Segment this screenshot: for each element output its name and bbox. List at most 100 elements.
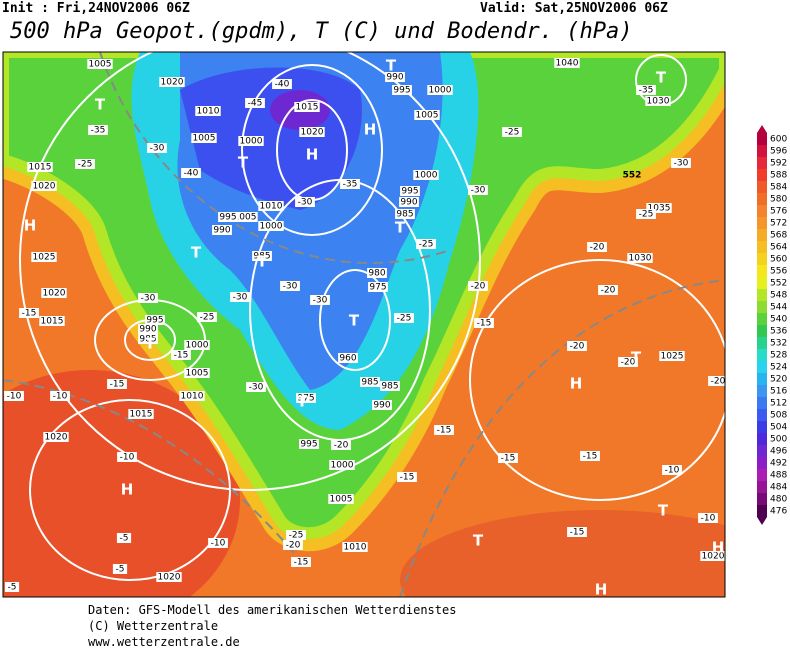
temperature-label-box bbox=[112, 564, 128, 574]
temperature-label-box bbox=[636, 209, 656, 219]
isobar-label: 1015 bbox=[41, 317, 64, 327]
colorbar-swatch bbox=[757, 193, 767, 205]
isobar-label: 1030 bbox=[647, 97, 670, 107]
colorbar-label: 508 bbox=[770, 411, 787, 421]
colorbar-label: 488 bbox=[770, 471, 787, 481]
isobar-label-box bbox=[372, 400, 392, 410]
temperature-label: -45 bbox=[248, 99, 263, 109]
colorbar-label: 560 bbox=[770, 255, 787, 265]
isobar-label: 960 bbox=[339, 354, 356, 364]
colorbar-swatch bbox=[757, 445, 767, 457]
temperature-label-box bbox=[283, 540, 303, 550]
temperature-label: -25 bbox=[200, 313, 215, 323]
isobar-label-box bbox=[427, 85, 453, 95]
colorbar-label: 548 bbox=[770, 291, 787, 301]
temperature-label: -30 bbox=[298, 198, 313, 208]
isobar-label: 1015 bbox=[130, 410, 153, 420]
isobar-label: 1005 bbox=[234, 213, 257, 223]
isobar-label-box bbox=[294, 102, 320, 112]
temperature-label: -25 bbox=[505, 128, 520, 138]
temperature-label: -15 bbox=[477, 319, 492, 329]
isobar-label: 990 bbox=[386, 73, 403, 83]
temperature-label-box bbox=[50, 391, 70, 401]
temperature-label: -15 bbox=[501, 454, 516, 464]
isobar-label-box bbox=[400, 186, 420, 196]
valid-time: Valid: Sat,25NOV2006 06Z bbox=[480, 1, 668, 16]
temperature-label-box bbox=[286, 530, 306, 540]
isobar-label-box bbox=[368, 282, 388, 292]
isobar-label: 1020 bbox=[158, 573, 181, 583]
isobar-label: 1000 bbox=[429, 86, 452, 96]
temperature-label-box bbox=[291, 557, 311, 567]
colorbar-cap bbox=[757, 517, 767, 525]
isobar-label-box bbox=[328, 494, 354, 504]
temperature-label: -5 bbox=[120, 534, 129, 544]
isobar-label: 1020 bbox=[33, 182, 56, 192]
temperature-label: -20 bbox=[570, 342, 585, 352]
temperature-label-box bbox=[698, 513, 718, 523]
temperature-label: -15 bbox=[22, 309, 37, 319]
footer-line: Daten: GFS-Modell des amerikanischen Wet… bbox=[88, 603, 456, 617]
colorbar-swatch bbox=[757, 505, 767, 517]
isobar-label: 1010 bbox=[197, 107, 220, 117]
colorbar-label: 512 bbox=[770, 399, 787, 409]
isobar-label: 1000 bbox=[260, 222, 283, 232]
isobar-label: 1010 bbox=[181, 392, 204, 402]
temperature-label-box bbox=[280, 281, 300, 291]
temperature-label-box bbox=[197, 312, 217, 322]
isobar-label-box bbox=[646, 203, 672, 213]
colorbar-label: 532 bbox=[770, 339, 787, 349]
isobar-label: 985 bbox=[361, 378, 378, 388]
isobar-label-box bbox=[39, 316, 65, 326]
isobar-label-box bbox=[385, 72, 405, 82]
isobar-label: 975 bbox=[297, 394, 314, 404]
isobar-label-box bbox=[329, 460, 355, 470]
isobar-label-box bbox=[360, 377, 380, 387]
isobar-label: 1040 bbox=[556, 59, 579, 69]
temperature-label: -10 bbox=[7, 392, 22, 402]
temperature-label-box bbox=[474, 318, 494, 328]
temperature-label: -35 bbox=[91, 126, 106, 136]
colorbar-swatch bbox=[757, 361, 767, 373]
isobar-label: 980 bbox=[368, 269, 385, 279]
isobar-label-box bbox=[27, 162, 53, 172]
isobar-label-box bbox=[184, 340, 210, 350]
colorbar-label: 592 bbox=[770, 159, 787, 169]
temperature-label: -20 bbox=[711, 377, 726, 387]
temperature-label-box bbox=[502, 127, 522, 137]
temperature-label-box bbox=[116, 533, 132, 543]
isobar-label-box bbox=[299, 439, 319, 449]
colorbar-swatch bbox=[757, 289, 767, 301]
temperature-label-box bbox=[416, 239, 436, 249]
isobar-label: 1005 bbox=[186, 369, 209, 379]
isobar-label-box bbox=[645, 96, 671, 106]
pressure-center: T bbox=[349, 312, 360, 330]
temperature-label-box bbox=[636, 85, 656, 95]
isobar-label-box bbox=[43, 432, 69, 442]
init-time: Init : Fri,24NOV2006 06Z bbox=[2, 1, 190, 16]
temperature-label: -20 bbox=[621, 358, 636, 368]
footer-line: (C) Wetterzentrale bbox=[88, 619, 218, 633]
isobar-label: 990 bbox=[373, 401, 390, 411]
temperature-label-box bbox=[567, 527, 587, 537]
isobar-label: 1020 bbox=[301, 128, 324, 138]
temperature-label-box bbox=[662, 465, 682, 475]
colorbar-swatch bbox=[757, 205, 767, 217]
isobar-label: 975 bbox=[369, 283, 386, 293]
colorbar-label: 476 bbox=[770, 507, 787, 517]
colorbar-swatch bbox=[757, 277, 767, 289]
temperature-label-box bbox=[468, 281, 488, 291]
colorbar-swatch bbox=[757, 301, 767, 313]
isobar-label-box bbox=[31, 252, 57, 262]
isobar-label: 995 bbox=[300, 440, 317, 450]
temperature-label: -15 bbox=[583, 452, 598, 462]
colorbar-swatch bbox=[757, 493, 767, 505]
temperature-label-box bbox=[208, 538, 228, 548]
temperature-label-box bbox=[230, 292, 250, 302]
isobar-label: 1000 bbox=[331, 461, 354, 471]
isobar-label-box bbox=[184, 368, 210, 378]
pressure-center: H bbox=[570, 375, 583, 393]
temperature-label-box bbox=[272, 79, 292, 89]
temperature-label-box bbox=[394, 313, 414, 323]
temperature-label-box bbox=[117, 452, 137, 462]
